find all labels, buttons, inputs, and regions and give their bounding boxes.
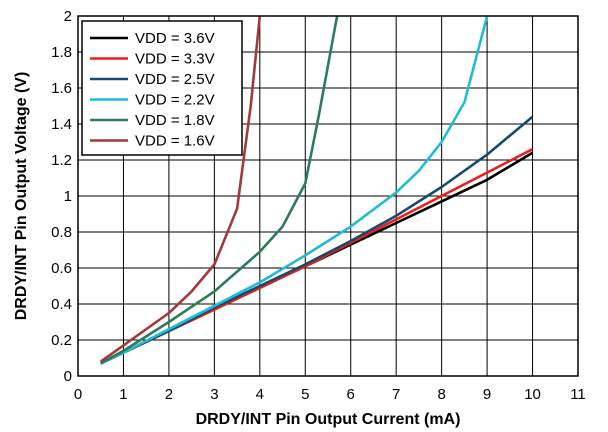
y-tick-label: 0.6 <box>51 260 72 277</box>
series-line <box>100 16 489 365</box>
plot-frame <box>77 15 579 377</box>
y-tick-label: 0.8 <box>51 224 72 241</box>
legend: VDD = 3.6V VDD = 3.3V VDD = 2.5V VDD = 2.2V… <box>81 20 243 156</box>
y-tick-label: 1.6 <box>51 80 72 97</box>
series-line <box>100 16 339 365</box>
legend-label: VDD = 3.3V <box>135 51 215 68</box>
x-tick-label: 7 <box>392 386 400 403</box>
series-lines <box>99 16 534 365</box>
y-axis-title: DRDY/INT Pin Output Voltage (V) <box>13 72 30 321</box>
y-tick-label: 0.4 <box>51 296 72 313</box>
x-tick-label: 11 <box>570 386 586 403</box>
legend-box <box>81 20 243 156</box>
y-tick-label: 1.8 <box>51 44 72 61</box>
y-tick-label: 1.2 <box>51 152 72 169</box>
y-tick-label: 2 <box>64 8 72 25</box>
legend-label: VDD = 2.5V <box>135 71 215 88</box>
x-tick-label: 5 <box>301 386 309 403</box>
x-tick-label: 9 <box>483 386 491 403</box>
y-tick-label: 0.2 <box>51 332 72 349</box>
x-tick-label: 1 <box>119 386 127 403</box>
x-tick-label: 10 <box>524 386 541 403</box>
x-tick-label: 6 <box>347 386 355 403</box>
x-tick-labels: 0 1 2 3 4 5 6 7 8 9 10 11 <box>74 386 586 403</box>
x-axis-title: DRDY/INT Pin Output Current (mA) <box>196 411 461 428</box>
x-tick-label: 2 <box>165 386 173 403</box>
x-tick-label: 3 <box>210 386 218 403</box>
legend-label: VDD = 1.6V <box>135 133 215 150</box>
x-tick-label: 0 <box>74 386 82 403</box>
x-tick-label: 4 <box>256 386 264 403</box>
y-tick-label: 0 <box>64 368 72 385</box>
legend-label: VDD = 1.8V <box>135 112 215 129</box>
series-line <box>99 16 262 363</box>
x-tick-label: 8 <box>437 386 445 403</box>
y-tick-label: 1.4 <box>51 116 72 133</box>
legend-label: VDD = 3.6V <box>135 30 215 47</box>
legend-label: VDD = 2.2V <box>135 92 215 109</box>
y-tick-label: 1 <box>64 188 72 205</box>
y-tick-labels: 0 0.2 0.4 0.6 0.8 1 1.2 1.4 1.6 1.8 2 <box>51 8 72 385</box>
